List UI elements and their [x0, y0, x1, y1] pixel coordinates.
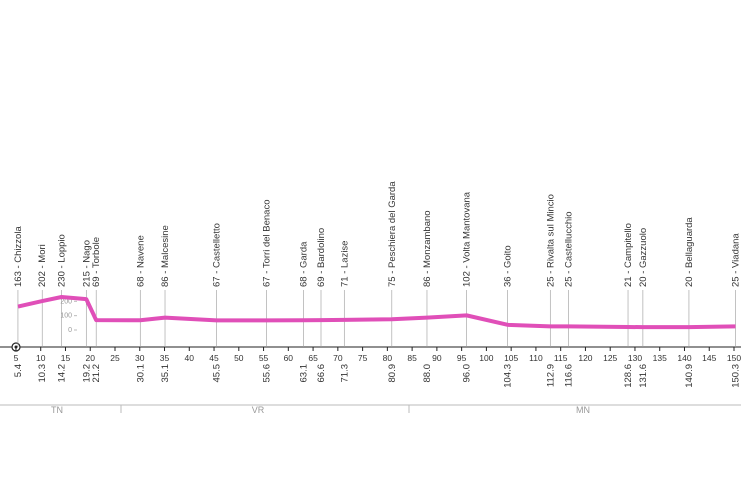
x-tick-label: 60 — [284, 353, 294, 363]
waypoint-label: 21 - Campitello — [623, 223, 634, 287]
waypoint-label: 25 - Viadana — [730, 233, 741, 287]
x-tick-label: 35 — [160, 353, 170, 363]
x-tick-label: 120 — [578, 353, 592, 363]
y-tick-label: 0 — [68, 327, 72, 334]
x-tick-label: 30 — [135, 353, 145, 363]
km-label: 63.1 — [299, 364, 310, 383]
waypoint-label: 36 - Goito — [503, 245, 514, 287]
region-label: VR — [252, 405, 265, 415]
x-tick-label: 150 — [727, 353, 741, 363]
km-label: 116.6 — [564, 364, 575, 387]
x-tick-label: 80 — [383, 353, 393, 363]
waypoint-label: 68 - Garda — [299, 241, 310, 287]
x-tick-label: 95 — [457, 353, 467, 363]
km-label: 131.6 — [638, 364, 649, 388]
x-tick-label: 25 — [110, 353, 120, 363]
km-label: 88.0 — [422, 364, 433, 383]
x-tick-label: 125 — [603, 353, 617, 363]
km-label: 96.0 — [462, 364, 473, 383]
y-tick-label: 200 — [60, 298, 72, 305]
km-label: 80.9 — [387, 364, 398, 383]
waypoint-label: 67 - Torri del Benaco — [262, 200, 273, 288]
waypoint-label: 163 - Chizzola — [13, 226, 24, 287]
waypoint-label: 86 - Malcesine — [160, 225, 171, 287]
region-label: MN — [576, 405, 590, 415]
x-tick-label: 55 — [259, 353, 269, 363]
waypoint-label: 25 - Castellucchio — [564, 211, 575, 287]
x-tick-label: 45 — [209, 353, 219, 363]
x-tick-label: 105 — [504, 353, 518, 363]
km-label: 66.6 — [316, 364, 327, 383]
waypoint-label: 67 - Castelletto — [212, 223, 223, 287]
km-label: 19.2 — [81, 364, 92, 383]
x-tick-label: 10 — [36, 353, 46, 363]
x-tick-label: 115 — [554, 353, 568, 363]
km-label: 150.3 — [730, 364, 741, 388]
km-label: 21.2 — [91, 364, 102, 383]
x-tick-label: 130 — [628, 353, 642, 363]
waypoint-label: 86 - Monzambano — [422, 210, 433, 287]
x-tick-label: 20 — [86, 353, 96, 363]
km-label: 14.2 — [57, 364, 68, 383]
waypoint-label: 215 - Nago — [81, 240, 92, 287]
km-label: 128.6 — [623, 364, 634, 388]
x-tick-label: 140 — [677, 353, 691, 363]
km-label: 30.1 — [135, 364, 146, 383]
y-tick-label: 100 — [60, 313, 72, 320]
x-tick-label: 15 — [61, 353, 71, 363]
waypoint-label: 25 - Rivalta sul Mincio — [545, 194, 556, 287]
km-label: 45.5 — [212, 364, 223, 383]
waypoint-label: 20 - Gazzuolo — [638, 228, 649, 287]
km-label: 104.3 — [503, 364, 514, 388]
x-tick-label: 5 — [14, 353, 19, 363]
x-tick-label: 85 — [407, 353, 417, 363]
region-label: TN — [51, 405, 63, 415]
x-tick-label: 40 — [185, 353, 195, 363]
km-label: 5.4 — [13, 364, 24, 377]
x-tick-label: 90 — [432, 353, 442, 363]
x-tick-label: 145 — [702, 353, 716, 363]
waypoint-label: 20 - Bellaguarda — [684, 217, 695, 287]
x-tick-label: 50 — [234, 353, 244, 363]
x-tick-label: 65 — [308, 353, 318, 363]
profile-line — [17, 295, 736, 330]
x-tick-label: 70 — [333, 353, 343, 363]
x-tick-label: 110 — [529, 353, 543, 363]
waypoint-label: 69 - Bardolino — [316, 228, 327, 287]
waypoint-label: 202 - Mori — [37, 244, 48, 287]
waypoint-label: 102 - Volta Mantovana — [462, 191, 473, 287]
waypoint-label: 69 - Torbole — [91, 237, 102, 287]
x-tick-label: 100 — [479, 353, 493, 363]
waypoint-label: 68 - Navene — [135, 235, 146, 287]
km-label: 71.3 — [339, 364, 350, 383]
waypoint-label: 71 - Lazise — [339, 241, 350, 287]
waypoint-label: 75 - Peschiera del Garda — [387, 181, 398, 287]
km-label: 140.9 — [684, 364, 695, 388]
km-label: 112.9 — [545, 364, 556, 387]
km-label: 55.6 — [262, 364, 273, 383]
x-tick-label: 135 — [653, 353, 667, 363]
km-label: 10.3 — [37, 364, 48, 383]
x-tick-label: 75 — [358, 353, 368, 363]
km-label: 35.1 — [160, 364, 171, 383]
waypoint-label: 230 - Loppio — [57, 234, 68, 287]
